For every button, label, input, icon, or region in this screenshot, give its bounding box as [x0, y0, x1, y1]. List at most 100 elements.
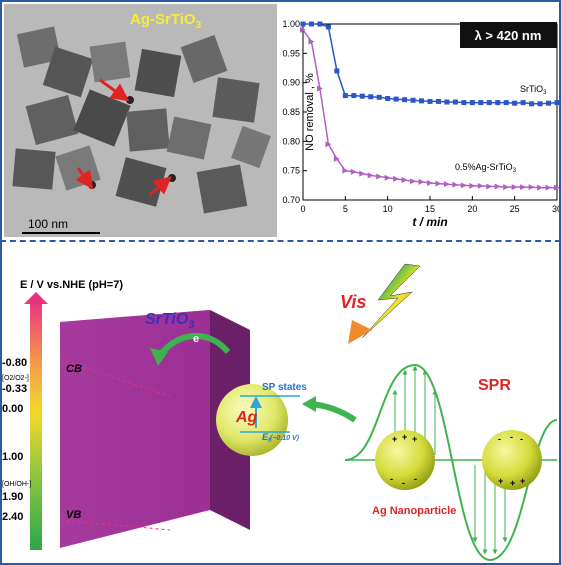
vb-label: VB — [66, 509, 81, 521]
data-point-triangle — [477, 182, 484, 189]
x-tick-label: 10 — [383, 204, 393, 214]
data-point-square — [385, 96, 391, 102]
data-point-square — [512, 100, 518, 106]
visible-light: Vis — [340, 263, 421, 344]
data-point-triangle — [427, 179, 433, 186]
data-point-triangle — [342, 167, 349, 174]
data-point-square — [503, 100, 509, 106]
data-point-square — [452, 99, 458, 105]
svg-text:-: - — [390, 474, 393, 484]
ag-nanoparticle-label: Ag Nanoparticle — [372, 505, 456, 517]
svg-text:+: + — [412, 434, 417, 444]
svg-text:-: - — [402, 478, 405, 488]
data-point-triangle — [367, 172, 374, 179]
x-tick-label: 15 — [425, 204, 435, 214]
svg-text:-: - — [498, 434, 501, 444]
y-tick-label: 0.90 — [282, 78, 300, 88]
x-tick-label: 20 — [467, 204, 477, 214]
data-point-square — [325, 24, 331, 30]
svg-text:-: - — [510, 432, 513, 442]
data-point-square — [300, 21, 306, 27]
y-tick-label: 0.85 — [282, 107, 300, 117]
data-point-square — [427, 98, 433, 104]
charge-signs: + + + --- --- + + + — [390, 432, 525, 488]
data-point-square — [554, 100, 560, 106]
data-point-square — [334, 68, 340, 74]
electron-transfer-arrow — [157, 332, 231, 357]
label-ag-srtio3: 0.5%Ag-SrTiO3 — [455, 162, 517, 174]
fermi-label: Ef(~0.10 V) — [262, 432, 300, 444]
cb-line — [59, 359, 171, 397]
data-point-triangle — [333, 155, 340, 162]
data-point-triangle — [528, 184, 535, 191]
tem-title: Ag-SrTiO3 — [130, 11, 202, 31]
svg-text:+: + — [510, 478, 515, 488]
x-ticks: 0 5 10 15 20 25 30 — [300, 196, 561, 214]
data-point-square — [529, 101, 535, 107]
data-point-triangle — [308, 38, 315, 45]
no-removal-chart: 0 5 10 15 20 25 30 0.70 0.75 0.80 0.85 0.90 0.95 1.0… — [282, 19, 561, 229]
ag-nanoparticle-1 — [375, 430, 435, 490]
level--0.80: -0.80 — [2, 357, 27, 369]
ag-nanoparticle-2 — [482, 430, 542, 490]
data-point-square — [402, 97, 408, 103]
label-srtio3: SrTiO3 — [520, 84, 547, 96]
cube-label: SrTiO3 — [145, 311, 194, 331]
panel-divider — [0, 240, 561, 242]
data-point-triangle — [452, 181, 459, 188]
data-point-square — [376, 94, 382, 100]
data-point-triangle — [554, 184, 560, 191]
electron-label: e — [193, 333, 199, 345]
data-point-triangle — [376, 173, 383, 180]
data-point-triangle — [520, 184, 527, 191]
wave-curve — [344, 363, 558, 562]
svg-text:-: - — [414, 474, 417, 484]
data-point-square — [444, 99, 450, 105]
data-point-triangle — [418, 178, 425, 185]
x-axis-label: t / min — [412, 215, 447, 229]
series-group — [300, 21, 560, 191]
data-point-triangle — [384, 174, 391, 181]
data-point-triangle — [511, 184, 518, 191]
level-1.90: 1.90 — [2, 491, 23, 503]
data-point-triangle — [359, 170, 366, 177]
svg-text:-: - — [520, 434, 523, 444]
cube-front — [60, 310, 210, 548]
data-point-triangle — [401, 177, 408, 184]
band-scheme: E / V vs.NHE (pH=7) -0.80 [O2/O2-] -0.33… — [2, 263, 558, 562]
data-point-triangle — [393, 175, 400, 182]
spr-label: SPR — [478, 377, 511, 394]
data-point-triangle — [325, 141, 332, 148]
sp-states-label: SP states — [262, 382, 307, 393]
data-point-square — [308, 21, 314, 27]
data-point-square — [435, 98, 441, 104]
x-tick-label: 0 — [300, 204, 305, 214]
spr-wave: + + + --- --- + + + SPR Ag Nanoparticle — [344, 363, 558, 562]
svg-text:+: + — [402, 432, 407, 442]
data-point-triangle — [469, 182, 476, 189]
data-point-square — [546, 100, 552, 106]
couple-o2: [O2/O2-] — [2, 375, 29, 382]
data-point-square — [537, 101, 543, 107]
data-point-triangle — [316, 85, 323, 92]
data-point-triangle — [494, 183, 501, 190]
energy-levels: -0.80 [O2/O2-] -0.33 0.00 1.00 [OH/OH-] … — [2, 357, 31, 523]
energy-bar — [30, 300, 42, 550]
svg-text:+: + — [498, 476, 503, 486]
data-point-square — [478, 100, 484, 106]
lightning-bolt-tail — [348, 320, 372, 344]
ag-label: Ag — [235, 409, 258, 426]
data-point-square — [368, 94, 374, 100]
scale-bar-label: 100 nm — [28, 217, 68, 231]
data-point-square — [342, 93, 348, 99]
svg-text:+: + — [520, 476, 525, 486]
data-point-square — [419, 98, 425, 104]
data-point-triangle — [350, 168, 357, 175]
electron-arrow-head — [150, 348, 168, 366]
level--0.33: -0.33 — [2, 383, 27, 395]
y-tick-label: 0.75 — [282, 166, 300, 176]
x-tick-label: 5 — [343, 204, 348, 214]
vb-line — [59, 519, 171, 531]
